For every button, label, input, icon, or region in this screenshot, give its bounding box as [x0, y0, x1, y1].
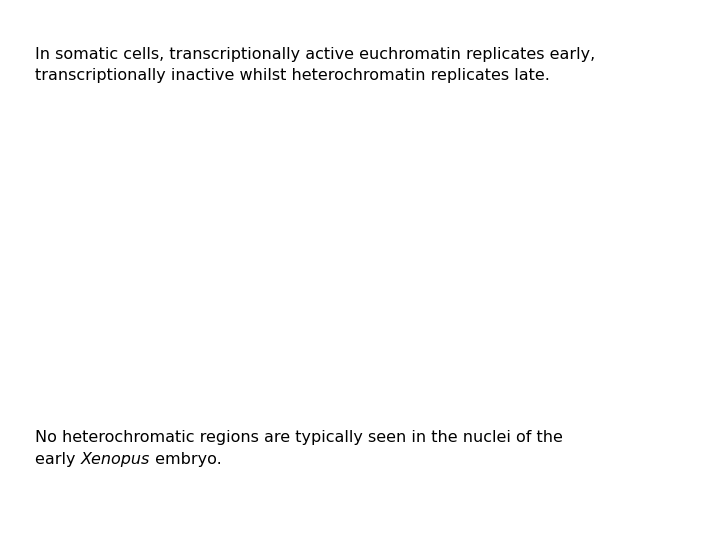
Text: embryo.: embryo. [150, 452, 222, 467]
Text: transcriptionally inactive whilst heterochromatin replicates late.: transcriptionally inactive whilst hetero… [35, 68, 550, 83]
Text: No heterochromatic regions are typically seen in the nuclei of the: No heterochromatic regions are typically… [35, 430, 563, 445]
Text: Xenopus: Xenopus [81, 452, 150, 467]
Text: In somatic cells, transcriptionally active euchromatin replicates early,: In somatic cells, transcriptionally acti… [35, 47, 595, 62]
Text: early: early [35, 452, 81, 467]
